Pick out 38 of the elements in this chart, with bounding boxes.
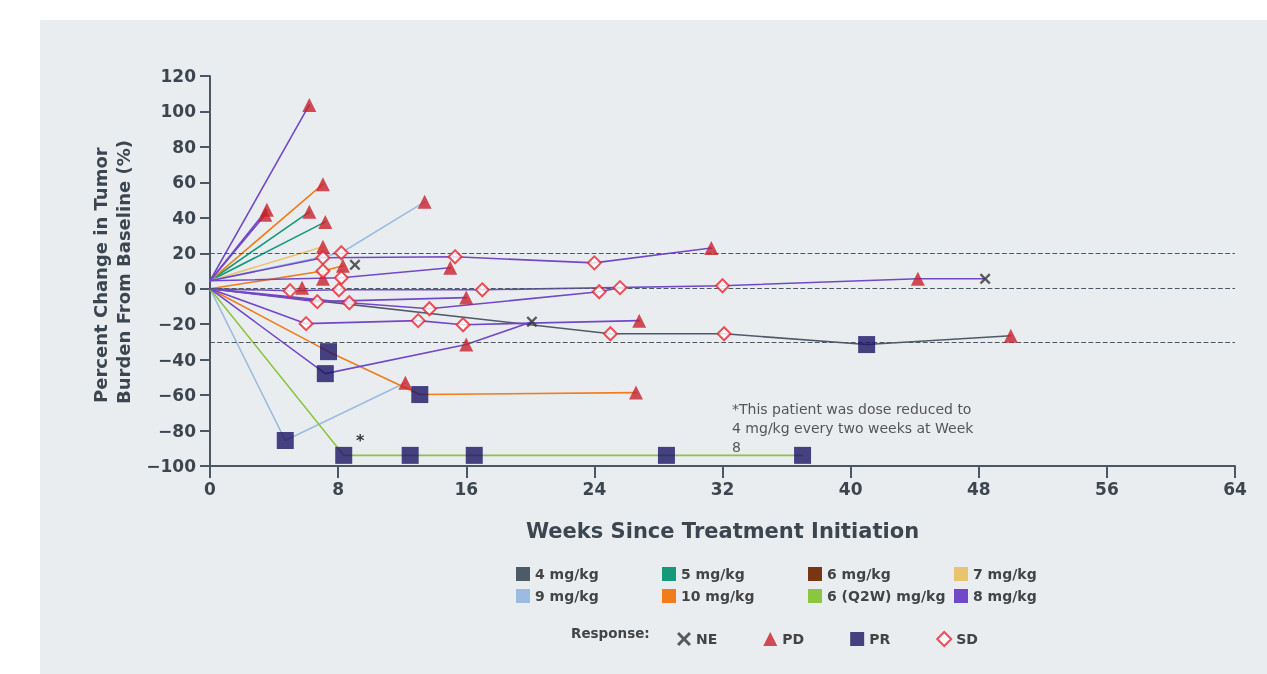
x-tick-label: 0 <box>204 478 217 499</box>
y-tick-label: 0 <box>184 278 197 299</box>
legend-label: 6 (Q2W) mg/kg <box>827 588 946 604</box>
y-tick-label: −40 <box>158 349 197 370</box>
x-tick-label: 40 <box>838 478 863 499</box>
legend-label: 8 mg/kg <box>973 588 1037 604</box>
x-tick-label: 24 <box>582 478 607 499</box>
y-tick-label: 40 <box>172 207 197 228</box>
y-tick-label: −100 <box>146 456 197 476</box>
legend-label: PR <box>869 631 891 647</box>
y-tick-label: −20 <box>158 314 197 335</box>
x-tick-label: 16 <box>454 478 479 499</box>
y-tick-label: −60 <box>158 385 197 406</box>
legend-label: 10 mg/kg <box>681 588 755 604</box>
y-tick-label: 100 <box>160 101 197 122</box>
legend-label: 9 mg/kg <box>535 588 599 604</box>
legend-label: NE <box>696 631 718 647</box>
x-tick-label: 32 <box>710 478 735 499</box>
x-tick-label: 48 <box>966 478 991 499</box>
y-tick-label: 20 <box>172 243 197 264</box>
legend-label: SD <box>956 631 978 647</box>
y-tick-label: 60 <box>172 172 197 193</box>
x-tick-label: 56 <box>1095 478 1119 499</box>
legend-label: 4 mg/kg <box>535 566 599 582</box>
x-axis-title: Weeks Since Treatment Initiation <box>525 518 920 543</box>
y-axis-title: Percent Change in Tumor Burden From Baseline (%) <box>90 140 134 404</box>
x-tick-label: 64 <box>1223 478 1247 499</box>
annotation: * <box>356 431 365 450</box>
y-tick-label: 120 <box>160 66 197 86</box>
legend-label: 6 mg/kg <box>827 566 891 582</box>
annotation: *This patient was dose reduced to 4 mg/kg every two weeks at Week 8 <box>732 400 978 455</box>
legend-label: 5 mg/kg <box>681 566 745 582</box>
legend-label: PD <box>782 631 805 647</box>
y-tick-label: 80 <box>172 136 197 157</box>
legend-label: 7 mg/kg <box>973 566 1037 582</box>
x-tick-label: 8 <box>332 478 345 499</box>
y-tick-label: −80 <box>158 420 197 441</box>
legend-title: Response: <box>571 625 650 641</box>
